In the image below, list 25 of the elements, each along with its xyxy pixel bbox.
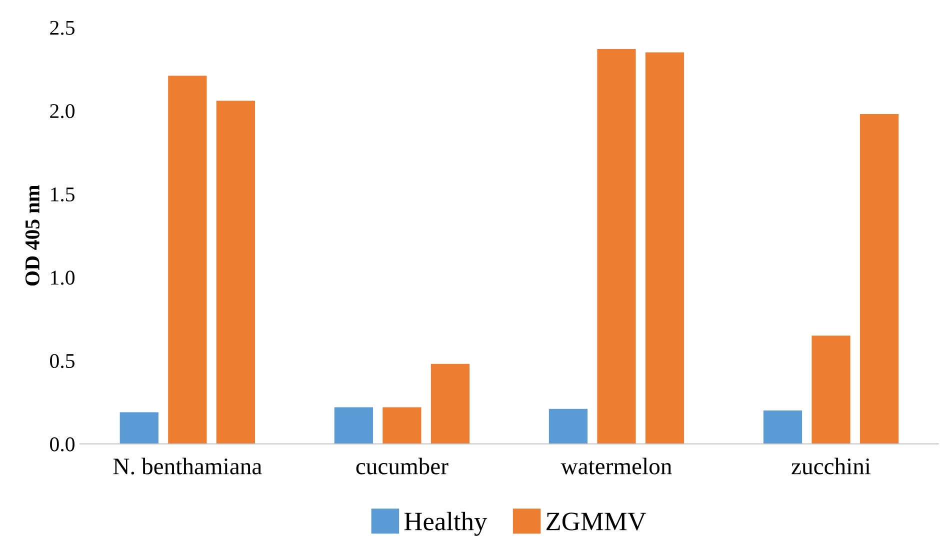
y-tick-label: 0.0	[50, 437, 74, 452]
bar	[168, 76, 207, 444]
x-tick-label: cucumber	[356, 458, 448, 474]
x-tick-label: zucchini	[792, 458, 871, 474]
y-tick-label: 2.0	[50, 104, 74, 118]
y-axis-title: OD 405 nm	[25, 185, 40, 286]
x-tick-label: watermelon	[560, 458, 672, 474]
y-tick-label: 2.5	[50, 20, 74, 35]
bar	[548, 408, 588, 444]
bar	[645, 52, 684, 444]
legend-label: Healthy	[404, 512, 488, 536]
y-tick-label: 1.0	[51, 270, 74, 285]
y-tick-label: 1.5	[51, 187, 74, 202]
bar	[597, 49, 636, 444]
bar	[382, 407, 422, 444]
bar	[860, 114, 899, 444]
x-tick-label: N. benthamiana	[113, 458, 262, 474]
legend-label: ZGMMV	[546, 512, 646, 531]
bar	[120, 412, 158, 444]
y-tick-label: 0.5	[50, 354, 74, 368]
bar	[216, 100, 255, 444]
bar	[334, 407, 373, 444]
bar	[763, 410, 802, 444]
bar	[430, 364, 470, 444]
bar	[812, 336, 850, 444]
